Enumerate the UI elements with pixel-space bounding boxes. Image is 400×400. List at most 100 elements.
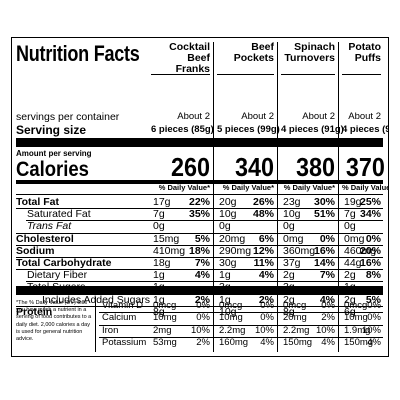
nutrient-amount: 0mg xyxy=(283,232,304,245)
nutrient-amount: 17g xyxy=(153,196,171,208)
vitamin-daily-value: 10% xyxy=(361,324,381,336)
nutrient-amount: 6g xyxy=(344,305,356,318)
serving-size-value: 4 pieces (91g) xyxy=(342,124,388,135)
product-name: Beef Pockets xyxy=(233,41,274,64)
nutrient-amount: 0g xyxy=(219,220,231,233)
column-divider-2 xyxy=(276,42,278,352)
servings-per-container-label: servings per container xyxy=(16,111,120,123)
vitamin-daily-value: 0% xyxy=(367,300,381,311)
column-divider-3 xyxy=(337,42,339,352)
nutrient-amount: 0g xyxy=(344,220,356,233)
nutrient-row-divider xyxy=(26,220,383,222)
nutrient-amount: 37g xyxy=(283,257,301,269)
nutrient-label: Total Carbohydrate xyxy=(16,257,112,269)
thick-bar-protein xyxy=(16,286,383,295)
vitamin-daily-value: 2% xyxy=(321,312,335,324)
footnote-divider xyxy=(95,297,97,352)
vitamin-amount: 10mg xyxy=(344,312,368,324)
vitamin-amount: 0mcg xyxy=(344,300,368,311)
vitamin-daily-value: 0% xyxy=(196,300,210,311)
vitamin-row-divider xyxy=(99,324,383,326)
nutrient-row-divider xyxy=(16,244,383,246)
nutrient-daily-value: 0% xyxy=(365,232,381,245)
nutrient-daily-value: 5% xyxy=(194,232,210,245)
daily-value-header: % Daily Value* xyxy=(222,183,274,192)
nutrient-daily-value: 8% xyxy=(365,269,381,282)
product-name: Spinach Turnovers xyxy=(284,41,335,64)
vitamin-amount: 0mcg xyxy=(283,300,307,311)
page-title: Nutrition Facts xyxy=(16,41,140,66)
product-name: Potato Puffs xyxy=(348,41,381,64)
daily-value-header: % Daily Value* xyxy=(283,183,335,192)
vitamin-daily-value: 4% xyxy=(321,337,335,349)
nutrient-daily-value: 4% xyxy=(319,293,335,306)
nutrient-daily-value: 12% xyxy=(252,244,274,257)
nutrient-amount: 15mg xyxy=(153,232,180,245)
nutrient-amount: 30g xyxy=(219,257,237,269)
vitamin-daily-value: 4% xyxy=(367,337,381,349)
nutrient-amount: 8g xyxy=(153,305,165,318)
vitamin-amount: 10mg xyxy=(153,312,177,324)
vitamin-label: Iron xyxy=(102,324,119,336)
vitamin-daily-value: 0% xyxy=(367,312,381,324)
serving-size-label: Serving size xyxy=(16,123,87,137)
vitamin-amount: 0mcg xyxy=(153,300,177,311)
product-name: Cocktail Beef Franks xyxy=(169,41,210,75)
calories-value: 370 xyxy=(345,152,385,182)
calories-value: 260 xyxy=(170,152,210,182)
nutrient-daily-value: 48% xyxy=(252,208,274,221)
thick-bar-serving xyxy=(16,138,383,147)
nutrient-amount: 44g xyxy=(344,257,362,269)
nutrient-amount: 8g xyxy=(283,305,295,318)
nutrient-amount: 19g xyxy=(344,196,362,208)
vitamin-daily-value: 10% xyxy=(254,324,274,336)
nutrient-row-divider xyxy=(26,281,383,283)
nutrient-amount: 2g xyxy=(283,269,295,282)
vitamin-amount: 2.2mg xyxy=(283,324,310,336)
vitamin-amount: 1.9mg xyxy=(344,324,371,336)
vitamin-amount: 0mcg xyxy=(219,300,243,311)
nutrient-amount: 410mg xyxy=(153,244,186,257)
nutrient-amount: 1g xyxy=(219,269,231,282)
vitamin-daily-value: 0% xyxy=(260,300,274,311)
nutrient-daily-value: 4% xyxy=(258,269,274,282)
nutrient-amount: 10g xyxy=(219,305,237,318)
amount-per-serving-label: Amount per serving xyxy=(16,149,92,158)
nutrient-daily-value: 18% xyxy=(188,244,210,257)
nutrient-daily-value: 16% xyxy=(359,257,381,269)
nutrient-label: Protein xyxy=(16,305,53,318)
column-divider-1 xyxy=(212,42,214,352)
nutrient-amount: 2g xyxy=(344,269,356,282)
calories-value: 380 xyxy=(295,152,335,182)
nutrient-row-divider xyxy=(16,305,383,307)
nutrient-daily-value: 20% xyxy=(359,244,381,257)
nutrient-label: Cholesterol xyxy=(16,232,74,245)
nutrient-row-divider xyxy=(16,208,383,209)
nutrient-amount: 10g xyxy=(219,208,237,221)
nutrient-amount: 10g xyxy=(283,208,301,221)
dv-header-divider xyxy=(16,193,383,195)
nutrient-daily-value: 30% xyxy=(313,196,335,208)
vitamin-amount: 150mg xyxy=(283,337,313,349)
nutrient-label: Saturated Fat xyxy=(27,208,91,221)
servings-value: About 2 xyxy=(348,111,381,122)
vitamin-daily-value: 10% xyxy=(190,324,210,336)
product-name-underline xyxy=(281,74,335,75)
nutrient-daily-value: 4% xyxy=(194,269,210,282)
nutrient-daily-value: 0% xyxy=(319,232,335,245)
vitamin-amount: 53mg xyxy=(153,337,177,349)
vitamin-daily-value: 0% xyxy=(260,312,274,324)
nutrient-amount: 20g xyxy=(219,196,237,208)
nutrient-daily-value: 51% xyxy=(313,208,335,221)
nutrient-label: Total Fat xyxy=(16,196,59,208)
nutrient-daily-value: 2% xyxy=(194,293,210,306)
vitamin-row-divider xyxy=(99,337,383,338)
vitamin-amount: 10mg xyxy=(219,312,243,324)
calories-label: Calories xyxy=(16,158,89,181)
serving-size-value: 4 pieces (91g) xyxy=(281,124,344,135)
nutrient-amount: 360mg xyxy=(283,244,316,257)
nutrient-daily-value: 35% xyxy=(188,208,210,221)
nutrition-facts-panel: Nutrition Facts servings per container Ser… xyxy=(11,37,389,357)
vitamin-daily-value: 2% xyxy=(196,337,210,349)
nutrient-daily-value: 7% xyxy=(194,257,210,269)
